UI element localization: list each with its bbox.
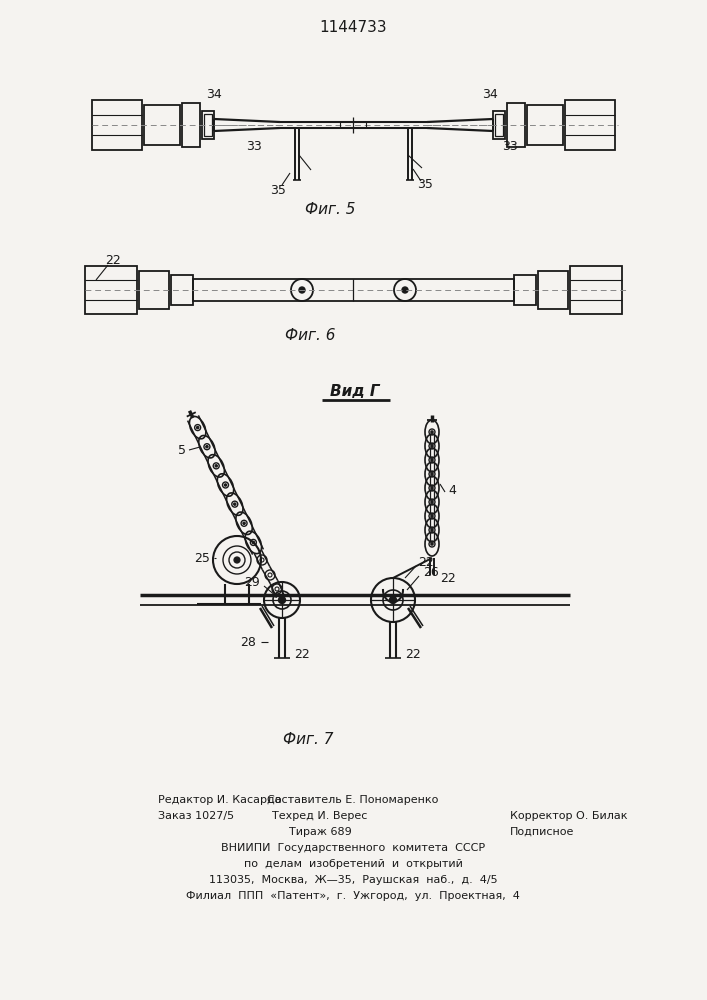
Circle shape (431, 431, 433, 433)
Bar (139, 271, 169, 309)
Bar (171, 275, 193, 305)
Bar (570, 266, 622, 314)
Circle shape (431, 529, 433, 531)
Text: 28: 28 (240, 636, 256, 648)
Text: 26: 26 (423, 566, 439, 578)
Bar (514, 275, 536, 305)
Text: Заказ 1027/5: Заказ 1027/5 (158, 811, 234, 821)
Text: Филиал  ППП  «Патент»,  г.  Ужгород,  ул.  Проектная,  4: Филиал ППП «Патент», г. Ужгород, ул. Про… (186, 891, 520, 901)
Text: Фиг. 5: Фиг. 5 (305, 202, 355, 218)
Text: 22: 22 (294, 648, 310, 662)
Text: Корректор О. Билак: Корректор О. Билак (510, 811, 628, 821)
Circle shape (431, 501, 433, 503)
Circle shape (234, 557, 240, 563)
Bar (144, 105, 180, 145)
Text: 4: 4 (448, 484, 456, 496)
Text: 33: 33 (246, 140, 262, 153)
Bar (92, 100, 142, 150)
Text: Подписное: Подписное (510, 827, 574, 837)
Text: по  делам  изобретений  и  открытий: по делам изобретений и открытий (244, 859, 462, 869)
Text: 33: 33 (502, 140, 518, 153)
Text: 22: 22 (405, 648, 421, 662)
Text: Фиг. 6: Фиг. 6 (285, 328, 335, 342)
Text: 25: 25 (194, 552, 210, 564)
Bar (565, 100, 615, 150)
Circle shape (233, 503, 236, 505)
Text: Тираж 689: Тираж 689 (288, 827, 351, 837)
Circle shape (252, 541, 255, 544)
Bar (204, 114, 212, 136)
Circle shape (402, 287, 408, 293)
Bar (182, 103, 200, 147)
Text: 22: 22 (440, 572, 456, 585)
Text: 29: 29 (244, 576, 260, 588)
Text: Редактор И. Касарда: Редактор И. Касарда (158, 795, 281, 805)
Bar (495, 114, 503, 136)
Bar (85, 266, 137, 314)
Bar (193, 279, 514, 301)
Text: 35: 35 (270, 184, 286, 196)
Text: Фиг. 7: Фиг. 7 (283, 732, 333, 748)
Bar (538, 271, 568, 309)
Bar (527, 105, 563, 145)
Circle shape (243, 522, 245, 524)
Bar (202, 111, 214, 139)
Text: 22: 22 (105, 253, 121, 266)
Circle shape (431, 487, 433, 489)
Text: ВНИИПИ  Государственного  комитета  СССР: ВНИИПИ Государственного комитета СССР (221, 843, 485, 853)
Text: 5: 5 (178, 444, 186, 456)
Circle shape (431, 543, 433, 545)
Circle shape (206, 446, 208, 448)
Bar (493, 111, 505, 139)
Text: 1144733: 1144733 (319, 20, 387, 35)
Circle shape (279, 596, 286, 603)
Text: Составитель Е. Пономаренко: Составитель Е. Пономаренко (267, 795, 438, 805)
Text: 113035,  Москва,  Ж—35,  Раушская  наб.,  д.  4/5: 113035, Москва, Ж—35, Раушская наб., д. … (209, 875, 497, 885)
Circle shape (215, 465, 218, 467)
Text: 35: 35 (417, 178, 433, 192)
Text: Техред И. Верес: Техред И. Верес (272, 811, 368, 821)
Text: 34: 34 (206, 89, 222, 102)
Circle shape (390, 596, 397, 603)
Circle shape (299, 287, 305, 293)
Circle shape (224, 484, 227, 486)
Circle shape (431, 473, 433, 475)
Circle shape (431, 515, 433, 517)
Text: 34: 34 (482, 89, 498, 102)
Bar (507, 103, 525, 147)
Circle shape (431, 459, 433, 461)
Circle shape (431, 445, 433, 447)
Text: 22: 22 (418, 556, 434, 570)
Text: Вид Г: Вид Г (330, 384, 380, 399)
Circle shape (197, 426, 199, 429)
